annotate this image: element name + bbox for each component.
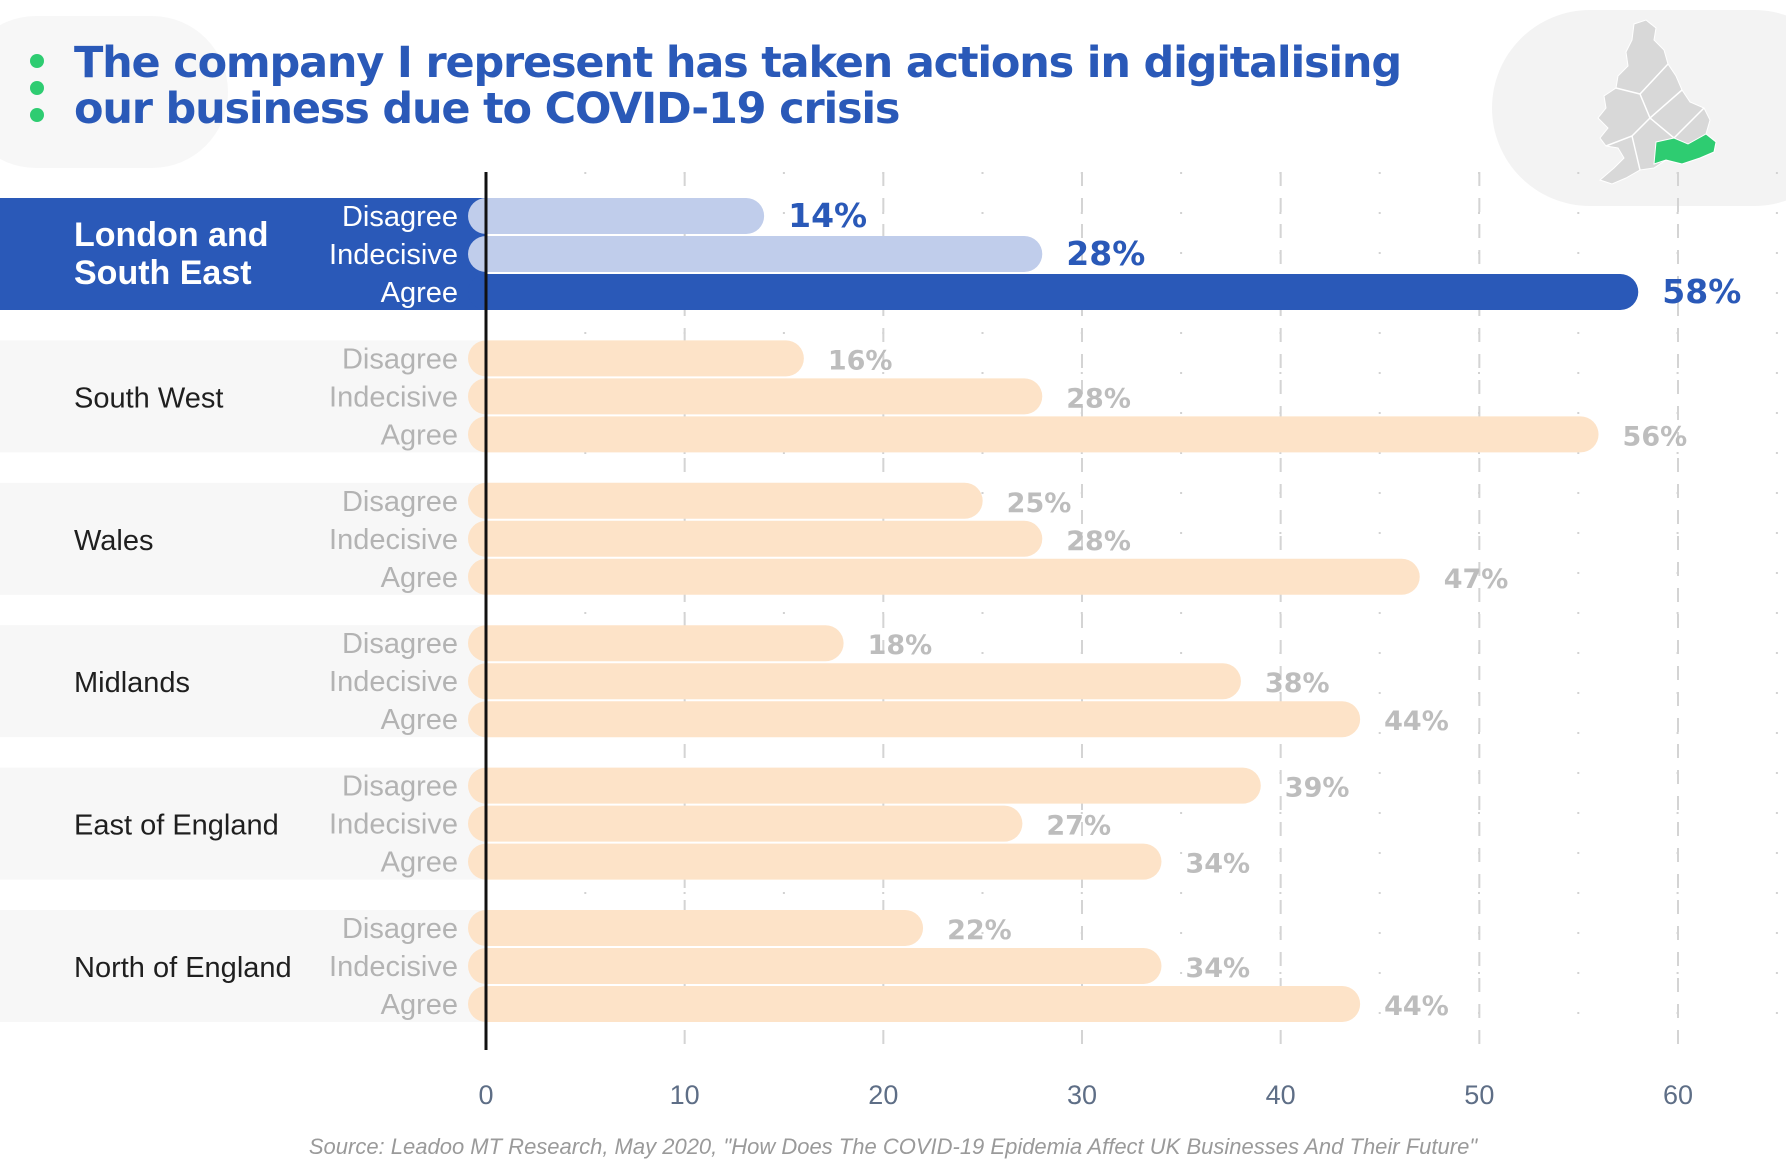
bar bbox=[468, 805, 1023, 842]
bar-category-label: Disagree bbox=[342, 486, 458, 518]
bar-value-label: 28% bbox=[1066, 234, 1145, 273]
bar-category-label: Disagree bbox=[342, 628, 458, 660]
source-note: Source: Leadoo MT Research, May 2020, "H… bbox=[308, 1134, 1478, 1159]
bar-category-label: Agree bbox=[381, 277, 458, 309]
bar bbox=[468, 663, 1241, 700]
bar-value-label: 22% bbox=[947, 915, 1012, 946]
group-band bbox=[0, 198, 486, 310]
x-tick-label: 60 bbox=[1663, 1080, 1693, 1110]
chart-title-line-2: our business due to COVID-19 crisis bbox=[74, 84, 901, 134]
chart-title-line-1: The company I represent has taken action… bbox=[74, 38, 1402, 88]
bar-value-label: 25% bbox=[1007, 488, 1072, 519]
x-tick-label: 30 bbox=[1067, 1080, 1097, 1110]
bar-category-label: Disagree bbox=[342, 771, 458, 803]
bar-category-label: Indecisive bbox=[329, 239, 458, 271]
uk-map-south-east-highlight bbox=[1653, 133, 1717, 165]
bar-category-label: Disagree bbox=[342, 913, 458, 945]
bar-value-label: 38% bbox=[1265, 668, 1330, 699]
bar-value-label: 16% bbox=[828, 345, 893, 376]
bar-value-label: 34% bbox=[1185, 849, 1250, 880]
bar bbox=[468, 416, 1599, 453]
bar-category-label: Disagree bbox=[342, 343, 458, 375]
bar-category-label: Indecisive bbox=[329, 381, 458, 413]
bar-value-label: 56% bbox=[1623, 421, 1688, 452]
x-tick-label: 50 bbox=[1464, 1080, 1494, 1110]
bar-value-label: 47% bbox=[1444, 564, 1509, 595]
bar-value-label: 58% bbox=[1662, 272, 1741, 311]
uk-map-regions bbox=[1605, 63, 1705, 171]
bar-category-label: Disagree bbox=[342, 201, 458, 233]
bar-category-label: Indecisive bbox=[329, 524, 458, 556]
group-band bbox=[0, 910, 486, 1022]
group-label: South West bbox=[74, 382, 223, 414]
bar-value-label: 28% bbox=[1066, 383, 1131, 414]
bar bbox=[468, 520, 1043, 557]
group-label: North of England bbox=[74, 952, 292, 984]
bar bbox=[468, 843, 1162, 880]
bar bbox=[468, 948, 1162, 984]
bar-category-label: Agree bbox=[381, 989, 458, 1021]
group-label: London and South East bbox=[74, 216, 269, 292]
chart-title: The company I represent has taken action… bbox=[74, 40, 1454, 132]
bar-value-label: 44% bbox=[1384, 991, 1449, 1022]
bullet-dot-icon bbox=[30, 81, 44, 95]
bar-category-label: Indecisive bbox=[329, 809, 458, 841]
bullet-dot-icon bbox=[30, 108, 44, 122]
bar bbox=[468, 910, 924, 946]
x-tick-label: 10 bbox=[670, 1080, 700, 1110]
bar-value-label: 27% bbox=[1046, 811, 1111, 842]
group-band bbox=[0, 340, 486, 453]
group-label: East of England bbox=[74, 810, 279, 842]
bar bbox=[468, 558, 1420, 595]
group-band bbox=[0, 482, 486, 595]
group-label: Midlands bbox=[74, 667, 190, 699]
group-band bbox=[0, 625, 486, 738]
bar-value-label: 44% bbox=[1384, 706, 1449, 737]
x-tick-label: 40 bbox=[1266, 1080, 1296, 1110]
bar bbox=[468, 378, 1043, 415]
x-tick-label: 0 bbox=[478, 1080, 493, 1110]
bar bbox=[468, 767, 1261, 804]
bar-value-label: 34% bbox=[1185, 953, 1250, 984]
bar bbox=[468, 274, 1639, 310]
bar bbox=[468, 701, 1361, 738]
bar-category-label: Agree bbox=[381, 704, 458, 736]
bar-category-label: Indecisive bbox=[329, 951, 458, 983]
bar-value-label: 28% bbox=[1066, 526, 1131, 557]
bar-category-label: Agree bbox=[381, 562, 458, 594]
bullet-dot-icon bbox=[30, 54, 44, 68]
bar-category-label: Agree bbox=[381, 419, 458, 451]
bar bbox=[468, 625, 844, 662]
bar bbox=[468, 482, 983, 519]
bar-value-label: 39% bbox=[1285, 773, 1350, 804]
bar bbox=[468, 986, 1361, 1022]
group-label: Wales bbox=[74, 525, 154, 557]
bar-value-label: 14% bbox=[788, 196, 867, 235]
x-tick-label: 20 bbox=[868, 1080, 898, 1110]
bar-category-label: Indecisive bbox=[329, 666, 458, 698]
group-band bbox=[0, 767, 486, 880]
bar bbox=[468, 236, 1043, 272]
uk-map-icon bbox=[1597, 19, 1717, 185]
bar-value-label: 18% bbox=[868, 630, 933, 661]
bar bbox=[468, 340, 804, 377]
bar-category-label: Agree bbox=[381, 847, 458, 879]
bar bbox=[468, 198, 765, 234]
